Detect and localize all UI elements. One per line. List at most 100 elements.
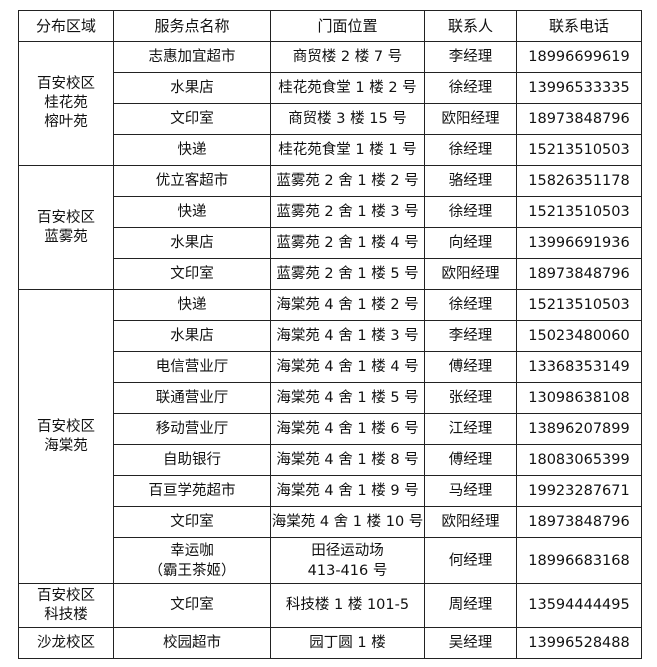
location-cell: 蓝雾苑 2 舍 1 楼 2 号	[270, 165, 425, 197]
phone-cell: 18973848796	[516, 258, 642, 290]
location-line: 商贸楼 2 楼 7 号	[292, 48, 403, 65]
service-name-line: 幸运咖	[170, 542, 214, 559]
location-line: 海棠苑 4 舍 1 楼 5 号	[276, 389, 419, 406]
service-name-line: 电信营业厅	[155, 358, 229, 375]
phone-cell: 15213510503	[516, 196, 642, 228]
location-line: 蓝雾苑 2 舍 1 楼 4 号	[276, 234, 419, 251]
service-name-cell: 电信营业厅	[113, 351, 271, 383]
location-line: 海棠苑 4 舍 1 楼 6 号	[276, 420, 419, 437]
table-row: 水果店 桂花苑食堂 1 楼 2 号徐经理 13996533335	[19, 72, 642, 104]
location-line: 413-416 号	[307, 562, 388, 579]
phone-cell: 13896207899	[516, 413, 642, 445]
service-name-line: 移动营业厅	[155, 420, 229, 437]
phone-cell: 13098638108	[516, 382, 642, 414]
header-row: 分布区域 服务点名称 门面位置 联系人 联系电话	[18, 10, 642, 42]
contact-cell: 欧阳经理	[424, 506, 517, 538]
service-name-cell: 志惠加宜超市	[113, 41, 271, 73]
contact-cell: 李经理	[424, 41, 517, 73]
contact-cell: 江经理	[424, 413, 517, 445]
contact-cell: 徐经理	[424, 289, 517, 321]
service-name-cell: 文印室	[113, 103, 271, 135]
location-line: 海棠苑 4 舍 1 楼 8 号	[276, 451, 419, 468]
service-name-line: 水果店	[170, 327, 214, 344]
location-line: 蓝雾苑 2 舍 1 楼 5 号	[276, 265, 419, 282]
location-cell: 科技楼 1 楼 101-5	[270, 583, 425, 628]
service-name-cell: 快递	[113, 289, 271, 321]
phone-cell: 13996691936	[516, 227, 642, 259]
location-cell: 桂花苑食堂 1 楼 2 号	[270, 72, 425, 104]
table-row: 自助银行 海棠苑 4 舍 1 楼 8 号傅经理 18083065399	[19, 444, 642, 476]
header-contact: 联系人	[424, 10, 517, 42]
region-line: 科技楼	[44, 606, 88, 623]
table-row: 文印室 商贸楼 3 楼 15 号欧阳经理 18973848796	[19, 103, 642, 135]
service-name-cell: 水果店	[113, 227, 271, 259]
region-line: 沙龙校区	[37, 634, 95, 651]
service-name-line: 快递	[177, 203, 207, 220]
location-cell: 桂花苑食堂 1 楼 1 号	[270, 134, 425, 166]
location-cell: 蓝雾苑 2 舍 1 楼 4 号	[270, 227, 425, 259]
phone-cell: 13594444495	[516, 583, 642, 628]
location-line: 蓝雾苑 2 舍 1 楼 3 号	[276, 203, 419, 220]
phone-cell: 18973848796	[516, 103, 642, 135]
location-cell: 蓝雾苑 2 舍 1 楼 5 号	[270, 258, 425, 290]
service-name-cell: 文印室	[113, 583, 271, 628]
service-name-cell: 移动营业厅	[113, 413, 271, 445]
location-line: 田径运动场	[311, 542, 384, 559]
table-row: 水果店 蓝雾苑 2 舍 1 楼 4 号向经理 13996691936	[19, 227, 642, 259]
region-line: 百安校区	[37, 76, 95, 92]
service-name-line: 文印室	[170, 265, 214, 282]
location-line: 园丁圆 1 楼	[309, 634, 386, 651]
region-line: 百安校区	[37, 587, 95, 604]
service-name-line: 校园超市	[163, 634, 221, 651]
phone-cell: 15023480060	[516, 320, 642, 352]
region-line: 百安校区	[37, 209, 95, 226]
region-cell: 百安校区 桂花苑 榕叶苑	[18, 41, 114, 166]
header-phone: 联系电话	[516, 10, 642, 42]
service-name-cell: 百亘学苑超市	[113, 475, 271, 507]
service-name-line: 文印室	[170, 597, 214, 613]
contact-cell: 张经理	[424, 382, 517, 414]
contact-cell: 向经理	[424, 227, 517, 259]
contact-cell: 傅经理	[424, 444, 517, 476]
service-name-cell: 优立客超市	[113, 165, 271, 197]
service-name-cell: 自助银行	[113, 444, 271, 476]
table-row: 百安校区 蓝雾苑 优立客超市 蓝雾苑 2 舍 1 楼 2 号骆经理 1582635117…	[18, 165, 642, 290]
service-name-line: 水果店	[170, 234, 214, 251]
service-name-line: 联通营业厅	[155, 389, 229, 406]
table-row: 文印室 蓝雾苑 2 舍 1 楼 5 号欧阳经理 18973848796	[19, 258, 642, 290]
table-row: 快递 蓝雾苑 2 舍 1 楼 3 号徐经理 15213510503	[19, 196, 642, 228]
service-name-cell: 文印室	[113, 506, 271, 538]
phone-cell: 15213510503	[516, 289, 642, 321]
service-name-line: （霸王茶姬）	[148, 562, 236, 579]
region-cell: 百安校区 蓝雾苑	[18, 165, 114, 290]
contact-cell: 欧阳经理	[424, 258, 517, 290]
contact-cell: 徐经理	[424, 134, 517, 166]
service-name-cell: 水果店	[113, 320, 271, 352]
region-line: 榕叶苑	[44, 114, 88, 130]
location-cell: 海棠苑 4 舍 1 楼 4 号	[270, 351, 425, 383]
location-cell: 蓝雾苑 2 舍 1 楼 3 号	[270, 196, 425, 228]
table-row: 百安校区 桂花苑 榕叶苑 志惠加宜超市 商贸楼 2 楼 7 号 李经理 1899669961…	[18, 41, 642, 166]
phone-cell: 18083065399	[516, 444, 642, 476]
service-name-line: 水果店	[170, 79, 214, 96]
location-cell: 海棠苑 4 舍 1 楼 9 号	[270, 475, 425, 507]
location-line: 科技楼 1 楼 101-5	[285, 597, 410, 613]
phone-cell: 13368353149	[516, 351, 642, 383]
phone-cell: 15213510503	[516, 134, 642, 166]
region-line: 百安校区	[37, 418, 95, 435]
region-line: 海棠苑	[44, 437, 88, 454]
contact-cell: 何经理	[424, 537, 517, 584]
service-points-table: 分布区域 服务点名称 门面位置 联系人 联系电话 百安校区 桂花苑 榕叶苑 志惠加宜超…	[18, 10, 642, 659]
service-name-line: 优立客超市	[155, 172, 229, 189]
location-cell: 海棠苑 4 舍 1 楼 6 号	[270, 413, 425, 445]
location-line: 海棠苑 4 舍 1 楼 9 号	[276, 482, 419, 499]
service-name-line: 自助银行	[163, 451, 221, 468]
contact-cell: 傅经理	[424, 351, 517, 383]
phone-cell: 18973848796	[516, 506, 642, 538]
contact-cell: 徐经理	[424, 72, 517, 104]
service-name-cell: 联通营业厅	[113, 382, 271, 414]
table-row: 电信营业厅 海棠苑 4 舍 1 楼 4 号傅经理 13368353149	[19, 351, 642, 383]
contact-cell: 徐经理	[424, 196, 517, 228]
phone-cell: 18996699619	[516, 41, 642, 73]
phone-cell: 15826351178	[516, 165, 642, 197]
